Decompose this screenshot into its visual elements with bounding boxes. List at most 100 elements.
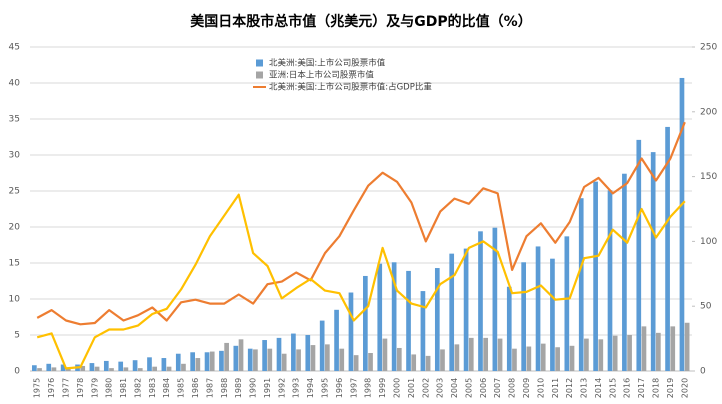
x-tick-label: 1983 xyxy=(148,378,157,398)
bar xyxy=(204,352,210,371)
bar xyxy=(209,351,215,371)
bar xyxy=(506,286,512,371)
y-tick-label: 20 xyxy=(9,223,21,233)
bar xyxy=(468,337,474,371)
x-tick-label: 1986 xyxy=(191,378,200,398)
bar xyxy=(267,348,273,371)
bar xyxy=(449,253,455,371)
bar xyxy=(305,335,311,371)
legend-swatch xyxy=(256,59,263,67)
x-tick-label: 1984 xyxy=(162,378,171,398)
bar xyxy=(593,181,598,371)
bar xyxy=(521,262,526,371)
x-tick-label: 2007 xyxy=(493,378,502,398)
x-tick-label: 1981 xyxy=(119,378,128,398)
bar xyxy=(665,126,670,371)
legend-swatch xyxy=(256,71,263,79)
x-tick-label: 1996 xyxy=(335,378,344,398)
bar xyxy=(253,349,258,371)
y-tick-label: 40 xyxy=(9,79,21,89)
x-tick-label: 1988 xyxy=(220,378,229,398)
x-tick-label: 1979 xyxy=(90,378,99,398)
bar xyxy=(296,349,301,371)
bar xyxy=(89,363,95,371)
bar xyxy=(584,338,589,371)
y2-tick-label: 100 xyxy=(700,237,717,247)
x-tick-label: 2005 xyxy=(464,378,473,398)
bar xyxy=(37,368,42,371)
x-tick-label: 2000 xyxy=(392,378,401,398)
x-tick-label: 1993 xyxy=(292,378,301,398)
bar xyxy=(353,355,359,371)
x-tick-label: 1976 xyxy=(47,378,56,398)
x-tick-label: 2011 xyxy=(551,378,560,398)
bar xyxy=(166,366,172,371)
y2-tick-label: 0 xyxy=(700,367,706,377)
legend-label: 北美洲:美国:上市公司股票市值 xyxy=(269,58,386,69)
x-tick-label: 2019 xyxy=(666,378,675,398)
bar xyxy=(147,357,152,371)
bar xyxy=(161,358,167,371)
x-tick-label: 1998 xyxy=(364,378,373,398)
bar xyxy=(478,231,483,371)
bar xyxy=(535,246,541,371)
bar xyxy=(262,340,267,371)
x-tick-label: 1989 xyxy=(234,378,243,398)
bar xyxy=(310,345,316,371)
x-tick-label: 2017 xyxy=(637,378,646,398)
x-tick-label: 1977 xyxy=(61,378,70,398)
y-tick-label: 10 xyxy=(9,295,21,305)
bar xyxy=(281,353,287,371)
x-tick-label: 2004 xyxy=(450,378,459,398)
bar xyxy=(440,349,445,371)
bar xyxy=(492,227,498,371)
x-tick-label: 2012 xyxy=(565,378,574,398)
x-tick-label: 1985 xyxy=(177,378,186,398)
bar xyxy=(224,342,229,371)
y2-tick-label: 150 xyxy=(700,172,717,182)
line xyxy=(36,121,686,326)
y2-tick-label: 250 xyxy=(700,43,717,53)
x-tick-label: 2008 xyxy=(508,378,517,398)
bar xyxy=(382,338,388,371)
bar xyxy=(411,354,417,371)
bar xyxy=(175,353,181,371)
bar xyxy=(51,367,57,371)
bar xyxy=(238,339,244,371)
bar xyxy=(334,309,339,371)
x-tick-label: 2001 xyxy=(407,378,416,398)
bar xyxy=(627,335,632,371)
x-tick-label: 1980 xyxy=(105,378,114,398)
bar xyxy=(425,355,431,371)
x-tick-label: 2015 xyxy=(608,378,617,398)
bar xyxy=(46,363,52,371)
x-tick-label: 2006 xyxy=(479,378,488,398)
legend-label: 北美洲:美国:上市公司股票市值:占GDP比重 xyxy=(269,82,432,93)
bar xyxy=(60,364,66,371)
bar xyxy=(233,345,239,371)
x-tick-label: 2020 xyxy=(680,378,689,398)
bar xyxy=(483,337,489,371)
y-tick-label: 0 xyxy=(14,367,20,377)
bar xyxy=(247,348,253,371)
bar xyxy=(650,152,656,371)
y2-tick-label: 50 xyxy=(700,302,712,312)
x-tick-label: 1994 xyxy=(306,378,315,398)
bar xyxy=(152,366,158,371)
bar xyxy=(679,77,685,372)
bar xyxy=(641,326,647,371)
x-tick-label: 1992 xyxy=(277,378,286,398)
bar xyxy=(550,258,555,371)
bar xyxy=(325,344,330,371)
bar xyxy=(526,346,532,371)
bar xyxy=(123,367,129,371)
line xyxy=(36,193,686,370)
bar xyxy=(319,320,325,371)
bar xyxy=(656,332,661,371)
bar xyxy=(190,352,195,371)
bar xyxy=(420,291,426,371)
bar xyxy=(670,326,676,371)
y-tick-label: 35 xyxy=(9,115,20,125)
bar xyxy=(512,348,517,371)
bar xyxy=(564,236,570,371)
